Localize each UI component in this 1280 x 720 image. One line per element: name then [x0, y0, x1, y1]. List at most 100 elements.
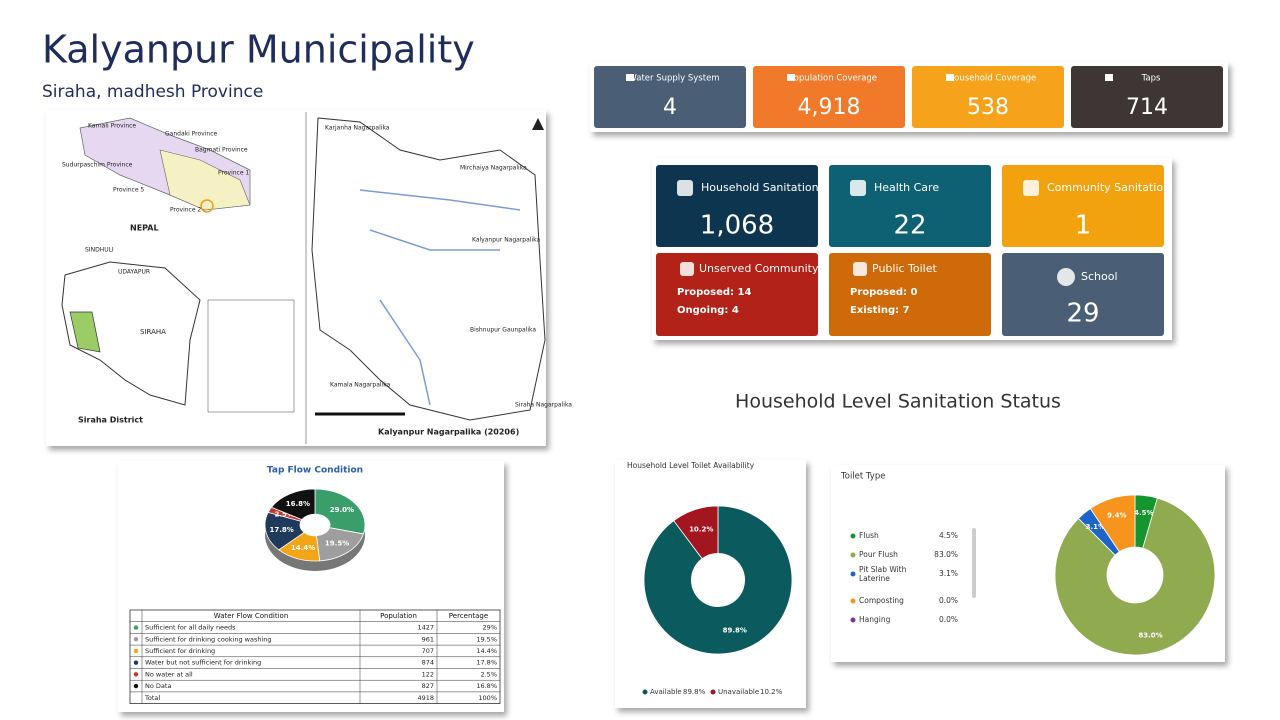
map-label: Province 2	[170, 207, 201, 214]
card-icon	[680, 262, 694, 276]
card-detail: Existing: 7	[850, 305, 910, 316]
stat-icon	[626, 74, 634, 81]
slice-label: 14.4%	[291, 544, 315, 552]
legend-label: Available	[650, 688, 682, 696]
stat-label: Water Supply System	[628, 74, 719, 84]
table-header: Population	[380, 612, 417, 620]
map-label: Province 5	[113, 187, 144, 194]
district-highlight	[69, 311, 101, 353]
sanitation-card	[656, 165, 818, 247]
card-label: Public Toilet	[872, 262, 938, 275]
slice-label: 10.2%	[689, 525, 713, 533]
map-label: NEPAL	[130, 224, 159, 233]
legend-label: Hanging	[859, 615, 891, 624]
section-title: Household Level Sanitation Status	[735, 391, 1061, 413]
sanitation-card	[1002, 165, 1164, 247]
card-label: Health Care	[874, 181, 939, 194]
map-marker	[200, 199, 214, 213]
sanitation-card	[1002, 253, 1164, 336]
slice	[1089, 494, 1136, 553]
map-label: Province 1	[218, 170, 249, 177]
map-label: UDAYAPUR	[118, 269, 150, 276]
legend-label: Composting	[859, 596, 904, 605]
pie-hole	[300, 514, 330, 536]
slice-label: 89.8%	[723, 627, 747, 635]
table-cell: Sufficient for all daily needs	[145, 624, 236, 632]
card-label: Unserved Community	[699, 262, 819, 275]
map-label: Mirchaiya Nagarpalika	[460, 165, 527, 172]
district-shape	[61, 261, 201, 406]
stat-value: 714	[1126, 95, 1168, 120]
card-value: 22	[893, 211, 926, 241]
legend-dot	[850, 617, 856, 623]
table-cell: 17.8%	[476, 659, 497, 667]
card-detail: Ongoing: 4	[677, 305, 739, 316]
stat-icon	[946, 74, 954, 81]
north-arrow	[532, 118, 544, 130]
table-cell: 707	[422, 647, 434, 655]
legend-dot	[850, 571, 856, 577]
page-subtitle: Siraha, madhesh Province	[42, 82, 263, 102]
card-label: Community Sanitation	[1047, 181, 1170, 194]
table-cell: 827	[422, 682, 434, 690]
map-panel	[46, 110, 546, 446]
legend-value: 10.2%	[760, 688, 783, 696]
legend-value: 89.8%	[683, 688, 706, 696]
table-cell: 4918	[417, 694, 434, 702]
card-value: 29	[1066, 299, 1099, 329]
map-code-table	[207, 299, 295, 413]
card-label: School	[1081, 270, 1118, 283]
table-cell: Sufficient for drinking	[145, 647, 215, 655]
legend-dot	[850, 598, 856, 604]
card-icon	[677, 180, 693, 196]
legend-label: Pour Flush	[859, 550, 898, 559]
page-title: Kalyanpur Municipality	[42, 28, 475, 72]
stat-icon	[787, 74, 795, 81]
card-label: Household Sanitation	[701, 181, 819, 194]
map-label: Siraha Nagarpalika	[515, 402, 572, 409]
table-cell: 100%	[478, 694, 497, 702]
chart-title: Household Level Toilet Availability	[627, 461, 755, 470]
map-label: Karjanha Nagarpalika	[325, 125, 390, 132]
table-cell: 1427	[417, 624, 434, 632]
legend-dot	[710, 689, 716, 695]
map-label: SINDHULI	[85, 247, 114, 254]
stat-card	[753, 66, 905, 128]
stat-label: Taps	[1141, 74, 1161, 84]
table-dot	[133, 637, 139, 642]
slice-label: 29.0%	[330, 506, 354, 514]
map-label: Siraha District	[78, 416, 143, 425]
table-dot	[133, 648, 139, 654]
table-cell: Water but not sufficient for drinking	[145, 659, 261, 667]
slice-label: 3.1%	[1086, 523, 1105, 531]
card-icon	[1057, 268, 1075, 286]
table-dot	[133, 672, 139, 677]
table-cell: Total	[144, 694, 160, 702]
table-cell: 961	[422, 635, 434, 643]
river-lines	[359, 189, 521, 406]
table-cell: 16.8%	[476, 682, 497, 690]
legend-label: Pit Slab With Laterine	[859, 565, 907, 583]
legend-value: 4.5%	[939, 531, 958, 540]
slice-label: 17.8%	[270, 526, 294, 534]
stat-card	[594, 66, 746, 128]
table-header: Water Flow Condition	[214, 612, 289, 620]
province-shape	[159, 149, 251, 211]
legend-scrollbar	[972, 528, 976, 598]
table-cell: 29%	[483, 624, 497, 632]
legend-dot	[850, 533, 856, 539]
sanitation-card	[656, 253, 818, 336]
table-dot	[133, 625, 139, 630]
table-cell: 14.4%	[476, 647, 497, 655]
chart-title: Tap Flow Condition	[267, 466, 363, 476]
table-header: Percentage	[449, 612, 488, 620]
card-value: 1	[1075, 211, 1092, 241]
slice-label: 83.0%	[1138, 631, 1162, 639]
chart-title: Toilet Type	[840, 472, 885, 482]
stat-card	[1071, 66, 1223, 128]
slice	[1054, 497, 1216, 656]
card-value: 1,068	[700, 211, 774, 241]
card-icon	[853, 262, 867, 276]
sanitation-card	[829, 165, 991, 247]
